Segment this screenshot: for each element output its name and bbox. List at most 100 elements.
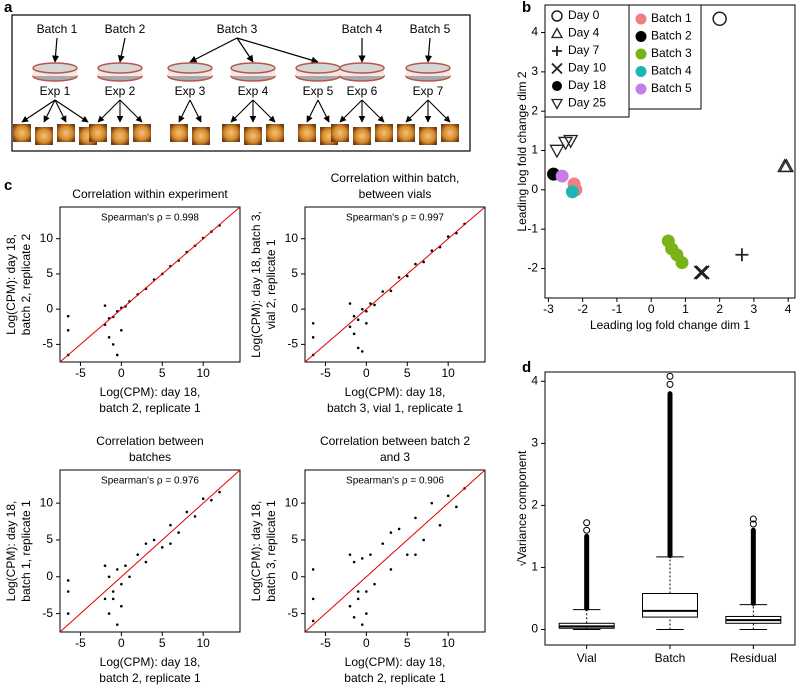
reference-line [59, 206, 241, 363]
arrow [178, 99, 191, 123]
x-axis-label: Log(CPM): day 18, [345, 655, 446, 669]
legend-label: Day 25 [568, 96, 606, 110]
arrow [51, 37, 60, 63]
y-tick-label: 4 [531, 25, 538, 39]
chart-title: Correlation between batch 2 [320, 434, 470, 448]
legend-frame [544, 4, 630, 118]
point [438, 523, 442, 527]
y-tick-label: -5 [42, 337, 53, 351]
point [185, 510, 189, 514]
y-tick-label: 2 [531, 498, 538, 512]
x-tick-label: Vial [577, 651, 597, 665]
chart-title: batches [129, 450, 171, 464]
y-tick-label: 5 [46, 532, 53, 546]
annotation: Spearman's ρ = 0.997 [346, 213, 444, 224]
cell-image [331, 124, 349, 142]
y-axis-label: Log(CPM): day 18, [4, 234, 18, 335]
point [712, 11, 727, 27]
legend-symbol [635, 48, 647, 60]
point [352, 314, 356, 318]
point [103, 304, 107, 307]
point [66, 612, 70, 615]
reference-line [59, 469, 241, 633]
reference-line [304, 206, 486, 363]
point [218, 490, 221, 494]
legend-label: Batch 5 [651, 81, 692, 95]
point [356, 590, 360, 593]
arrow [117, 37, 126, 63]
chart-title: Correlation within batch, [331, 171, 460, 185]
experiment-label: Exp 7 [413, 84, 444, 98]
legend-label: Batch 1 [651, 11, 692, 25]
point [201, 497, 205, 501]
point [675, 256, 689, 270]
arrow [119, 99, 143, 123]
x-tick-label: 4 [785, 302, 792, 316]
plot-frame [304, 206, 486, 363]
y-tick-label: 0 [531, 622, 538, 636]
point [397, 276, 401, 279]
y-tick-label: 3 [531, 436, 538, 450]
point [152, 538, 156, 542]
point [120, 604, 123, 608]
point [356, 346, 360, 350]
experiment-label: Exp 4 [238, 84, 269, 98]
point [111, 597, 115, 601]
y-tick-label: 10 [40, 231, 54, 245]
point [348, 302, 352, 305]
point [107, 575, 111, 579]
point [381, 290, 385, 293]
point [66, 328, 70, 332]
point [115, 568, 119, 571]
plot-frame [304, 469, 486, 633]
y-tick-label: 3 [531, 64, 538, 78]
batch-label: Batch 2 [105, 22, 146, 36]
dish-top [339, 62, 385, 74]
point [160, 546, 164, 549]
x-tick-label: 5 [159, 636, 166, 650]
x-tick-label: 0 [118, 636, 125, 650]
y-tick-label: 10 [285, 495, 299, 509]
legend-label: Day 7 [568, 43, 600, 57]
cell-image [375, 124, 393, 142]
y-tick-label: 10 [40, 495, 54, 509]
point [422, 260, 425, 264]
x-axis-label: Log(CPM): day 18, [345, 385, 446, 399]
x-tick-label: -5 [320, 366, 331, 380]
chart-title: Correlation within experiment [72, 187, 228, 201]
arrow [236, 37, 319, 64]
arrow [236, 37, 254, 63]
point [565, 185, 579, 199]
legend-label: Batch 3 [651, 46, 692, 60]
y-axis-label: Log(CPM): day 18, [4, 501, 18, 602]
cell-image [133, 124, 151, 142]
cell-image [353, 127, 371, 145]
point [111, 590, 115, 593]
point [107, 336, 111, 339]
point [360, 623, 364, 626]
arrow [361, 99, 385, 123]
arrow [424, 37, 433, 63]
arrow [339, 99, 363, 123]
legend-symbol [550, 98, 564, 110]
point [430, 249, 434, 252]
y-tick-label: 1 [531, 560, 538, 574]
batch-label: Batch 1 [37, 22, 78, 36]
x-tick-label: 0 [648, 302, 655, 316]
y-tick-label: 5 [291, 266, 298, 280]
legend-label: Batch 2 [651, 29, 692, 43]
point [414, 262, 417, 266]
point [144, 560, 148, 564]
dish-top [230, 62, 276, 74]
panel-label: b [522, 0, 531, 16]
dish-top [32, 62, 78, 74]
point [430, 501, 434, 505]
y-tick-label: 1 [531, 143, 538, 157]
arrow [43, 99, 56, 123]
y-axis-label: batch 3, replicate 1 [264, 500, 278, 602]
cell-image [170, 124, 188, 142]
point [348, 604, 352, 608]
x-axis-label: batch 2, replicate 1 [99, 401, 201, 415]
point [66, 590, 70, 593]
legend-symbol [635, 66, 647, 77]
